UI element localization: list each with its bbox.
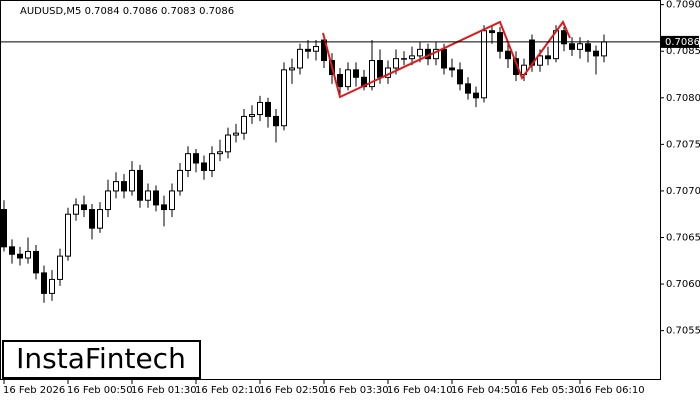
x-tick-label: 16 Feb 2026 bbox=[3, 385, 65, 396]
candle-body bbox=[473, 92, 479, 99]
candle-body bbox=[233, 132, 239, 136]
candle-body bbox=[209, 153, 215, 171]
candle-body bbox=[393, 58, 399, 69]
candle-body bbox=[81, 204, 87, 211]
watermark: InstaFintech bbox=[16, 342, 186, 375]
candle-body bbox=[593, 50, 599, 57]
candle-body bbox=[585, 43, 591, 52]
candle-body bbox=[49, 278, 55, 294]
candle-body bbox=[297, 48, 303, 69]
candle-body bbox=[1, 209, 7, 248]
candle-body bbox=[121, 181, 127, 192]
candle-body bbox=[73, 204, 79, 215]
candle-body bbox=[25, 250, 31, 259]
candle-body bbox=[345, 69, 351, 88]
candle-body bbox=[409, 55, 415, 60]
candle-body bbox=[289, 67, 295, 71]
candle-body bbox=[505, 50, 511, 60]
x-tick-label: 16 Feb 03:30 bbox=[323, 385, 389, 396]
candle-body bbox=[457, 69, 463, 85]
candle-body bbox=[17, 253, 23, 259]
y-tick-label: 0.7065 bbox=[666, 233, 700, 244]
candle-body bbox=[33, 250, 39, 274]
candle-body bbox=[577, 43, 583, 50]
candle-body bbox=[249, 114, 255, 117]
candle-body bbox=[113, 181, 119, 192]
y-tick-label: 0.7060 bbox=[666, 279, 700, 290]
candle-body bbox=[57, 255, 63, 280]
candle-body bbox=[201, 162, 207, 171]
x-tick-label: 16 Feb 02:50 bbox=[259, 385, 325, 396]
candle-body bbox=[177, 169, 183, 192]
x-tick-label: 16 Feb 04:10 bbox=[387, 385, 453, 396]
y-tick-label: 0.7080 bbox=[666, 93, 700, 104]
x-tick-label: 16 Feb 04:50 bbox=[451, 385, 517, 396]
y-tick-label: 0.7070 bbox=[666, 186, 700, 197]
candle-body bbox=[89, 209, 95, 229]
candle-body bbox=[281, 69, 287, 127]
current-price-label: 0.7086 bbox=[665, 37, 700, 48]
candle-body bbox=[441, 48, 447, 69]
watermark-box bbox=[2, 340, 201, 379]
candle-body bbox=[161, 204, 167, 211]
x-tick-label: 16 Feb 01:30 bbox=[131, 385, 197, 396]
candle-body bbox=[193, 153, 199, 164]
candle-body bbox=[217, 151, 223, 155]
pattern-line bbox=[322, 20, 571, 99]
x-tick-label: 16 Feb 05:30 bbox=[515, 385, 581, 396]
y-tick-label: 0.7075 bbox=[666, 139, 700, 150]
y-tick-label: 0.7055 bbox=[666, 326, 700, 337]
candle-body bbox=[601, 41, 607, 57]
candle-body bbox=[569, 43, 575, 50]
candle-body bbox=[481, 30, 487, 99]
candle-body bbox=[337, 74, 343, 88]
candle-body bbox=[537, 55, 543, 66]
candle-body bbox=[265, 101, 271, 117]
candle-body bbox=[169, 190, 175, 211]
current-price-box bbox=[661, 35, 699, 48]
candle-body bbox=[353, 69, 359, 78]
chart-title: AUDUSD,M5 0.7084 0.7086 0.7083 0.7086 bbox=[20, 6, 234, 17]
candle-body bbox=[561, 30, 567, 45]
candle-body bbox=[401, 58, 407, 60]
x-tick-label: 16 Feb 02:10 bbox=[195, 385, 261, 396]
candle-body bbox=[137, 169, 143, 201]
candle-body bbox=[97, 209, 103, 229]
candle-body bbox=[273, 115, 279, 127]
candle-body bbox=[489, 30, 495, 34]
candle-body bbox=[225, 134, 231, 153]
candle-body bbox=[105, 190, 111, 211]
candle-body bbox=[65, 213, 71, 257]
candle-body bbox=[185, 153, 191, 171]
candle-body bbox=[257, 101, 263, 116]
candle-body bbox=[305, 48, 311, 52]
candle-body bbox=[449, 67, 455, 71]
candle-body bbox=[9, 246, 15, 255]
candle-body bbox=[417, 48, 423, 57]
y-tick-label: 0.7090 bbox=[666, 0, 700, 11]
candle-body bbox=[41, 272, 47, 294]
x-tick-label: 16 Feb 00:50 bbox=[67, 385, 133, 396]
candle-body bbox=[241, 115, 247, 134]
candle-body bbox=[369, 60, 375, 88]
candle-body bbox=[129, 169, 135, 192]
candle-body bbox=[377, 60, 383, 78]
y-tick-label: 0.7085 bbox=[666, 46, 700, 57]
candle-body bbox=[545, 55, 551, 60]
candle-body bbox=[465, 83, 471, 94]
x-tick-label: 16 Feb 06:10 bbox=[579, 385, 645, 396]
candle-body bbox=[145, 190, 151, 201]
candle-body bbox=[153, 190, 159, 206]
candle-body bbox=[313, 46, 319, 52]
